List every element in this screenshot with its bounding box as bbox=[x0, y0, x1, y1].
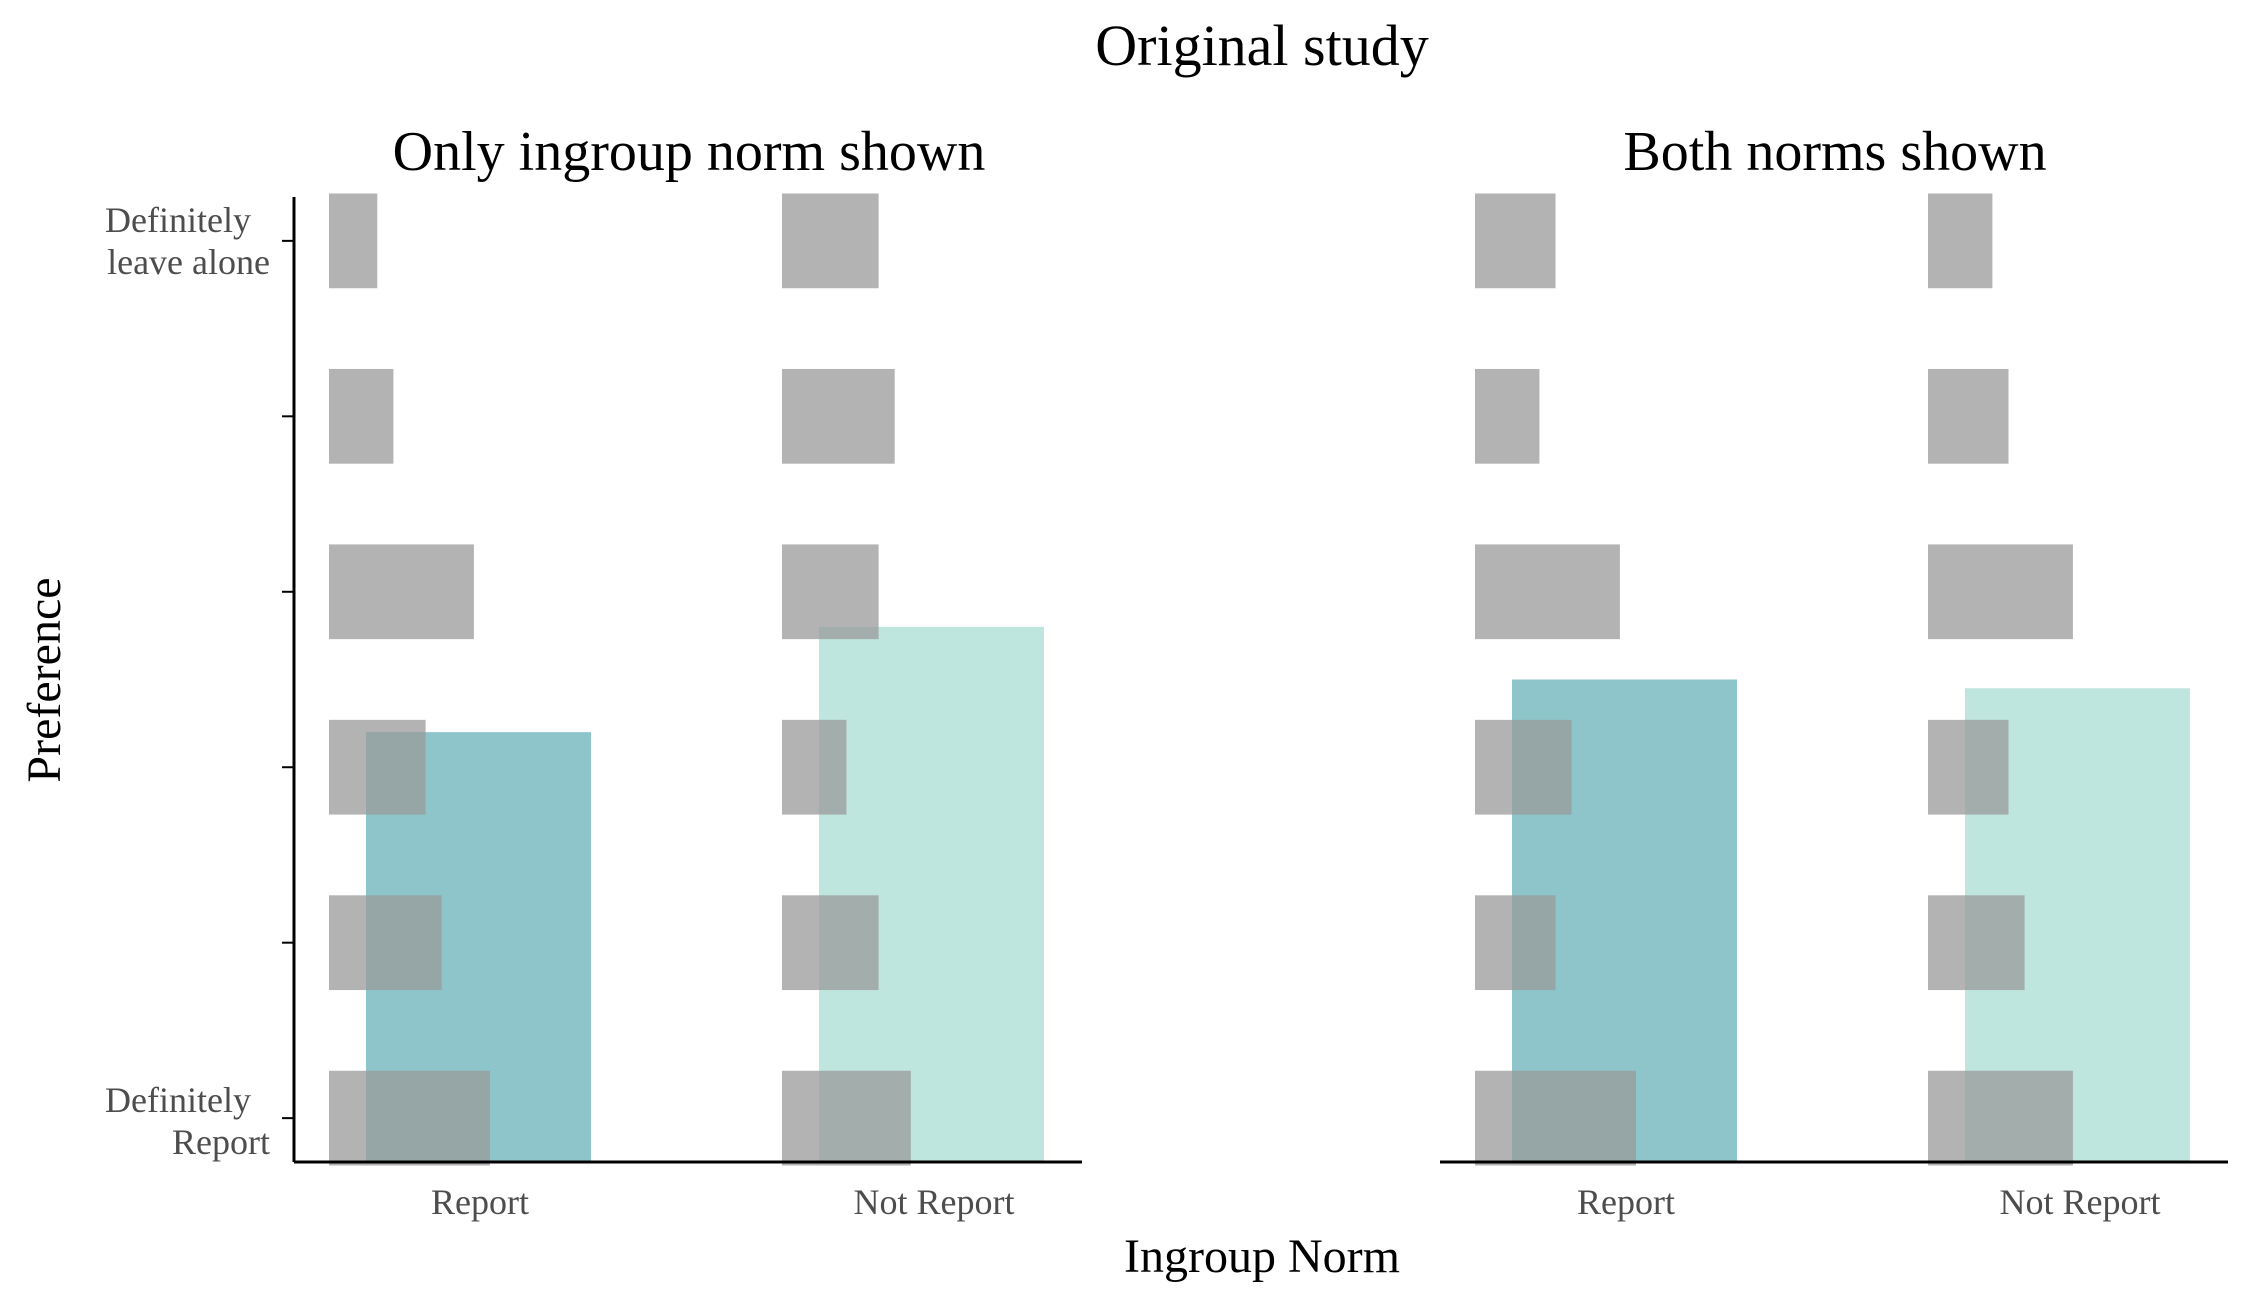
distribution-block bbox=[1928, 719, 2009, 815]
x-axis-label: Ingroup Norm bbox=[1124, 1230, 1400, 1283]
panel-title-1: Only ingroup norm shown bbox=[393, 121, 986, 183]
distribution-block bbox=[1475, 193, 1556, 289]
distribution-block bbox=[1928, 368, 2009, 464]
distribution-block bbox=[329, 544, 474, 640]
distribution-block bbox=[1475, 1070, 1636, 1166]
x-tick-label-panel-2-report: Report bbox=[1577, 1182, 1675, 1222]
distribution-block bbox=[1928, 895, 2025, 991]
y-tick-label-top-line-2: leave alone bbox=[107, 242, 270, 282]
distribution-block bbox=[782, 368, 895, 464]
y-tick-label-bottom-line-1: Definitely bbox=[105, 1080, 251, 1120]
panel-both-norms bbox=[1475, 193, 2190, 1166]
y-tick-label-top: Definitely leave alone bbox=[105, 200, 270, 282]
distribution-block bbox=[329, 719, 426, 815]
distribution-block bbox=[1928, 193, 1993, 289]
distribution-block bbox=[782, 193, 879, 289]
chart-title: Original study bbox=[1095, 13, 1428, 78]
distribution-block bbox=[1475, 719, 1572, 815]
y-tick-label-bottom-line-2: Report bbox=[172, 1122, 270, 1162]
y-axis-ticks bbox=[282, 239, 294, 1120]
panel-only-ingroup bbox=[329, 193, 1044, 1166]
x-tick-label-panel-2-not-report: Not Report bbox=[2000, 1182, 2161, 1222]
distribution-block bbox=[329, 895, 442, 991]
y-axis-label: Preference bbox=[18, 577, 71, 782]
distribution-block bbox=[1475, 895, 1556, 991]
x-tick-label-panel-1-not-report: Not Report bbox=[854, 1182, 1015, 1222]
distribution-block bbox=[1475, 368, 1540, 464]
distribution-block bbox=[1928, 544, 2073, 640]
panel-title-2: Both norms shown bbox=[1623, 121, 2046, 183]
distribution-block bbox=[782, 719, 847, 815]
distribution-block bbox=[329, 1070, 490, 1166]
distribution-block bbox=[329, 193, 378, 289]
distribution-block bbox=[782, 1070, 911, 1166]
distribution-block bbox=[1475, 544, 1620, 640]
y-tick-label-top-line-1: Definitely bbox=[105, 200, 251, 240]
distribution-block bbox=[782, 544, 879, 640]
y-tick-label-bottom: Definitely Report bbox=[105, 1080, 270, 1162]
distribution-block bbox=[782, 895, 879, 991]
x-tick-label-panel-1-report: Report bbox=[431, 1182, 529, 1222]
distribution-block bbox=[329, 368, 394, 464]
distribution-block bbox=[1928, 1070, 2073, 1166]
